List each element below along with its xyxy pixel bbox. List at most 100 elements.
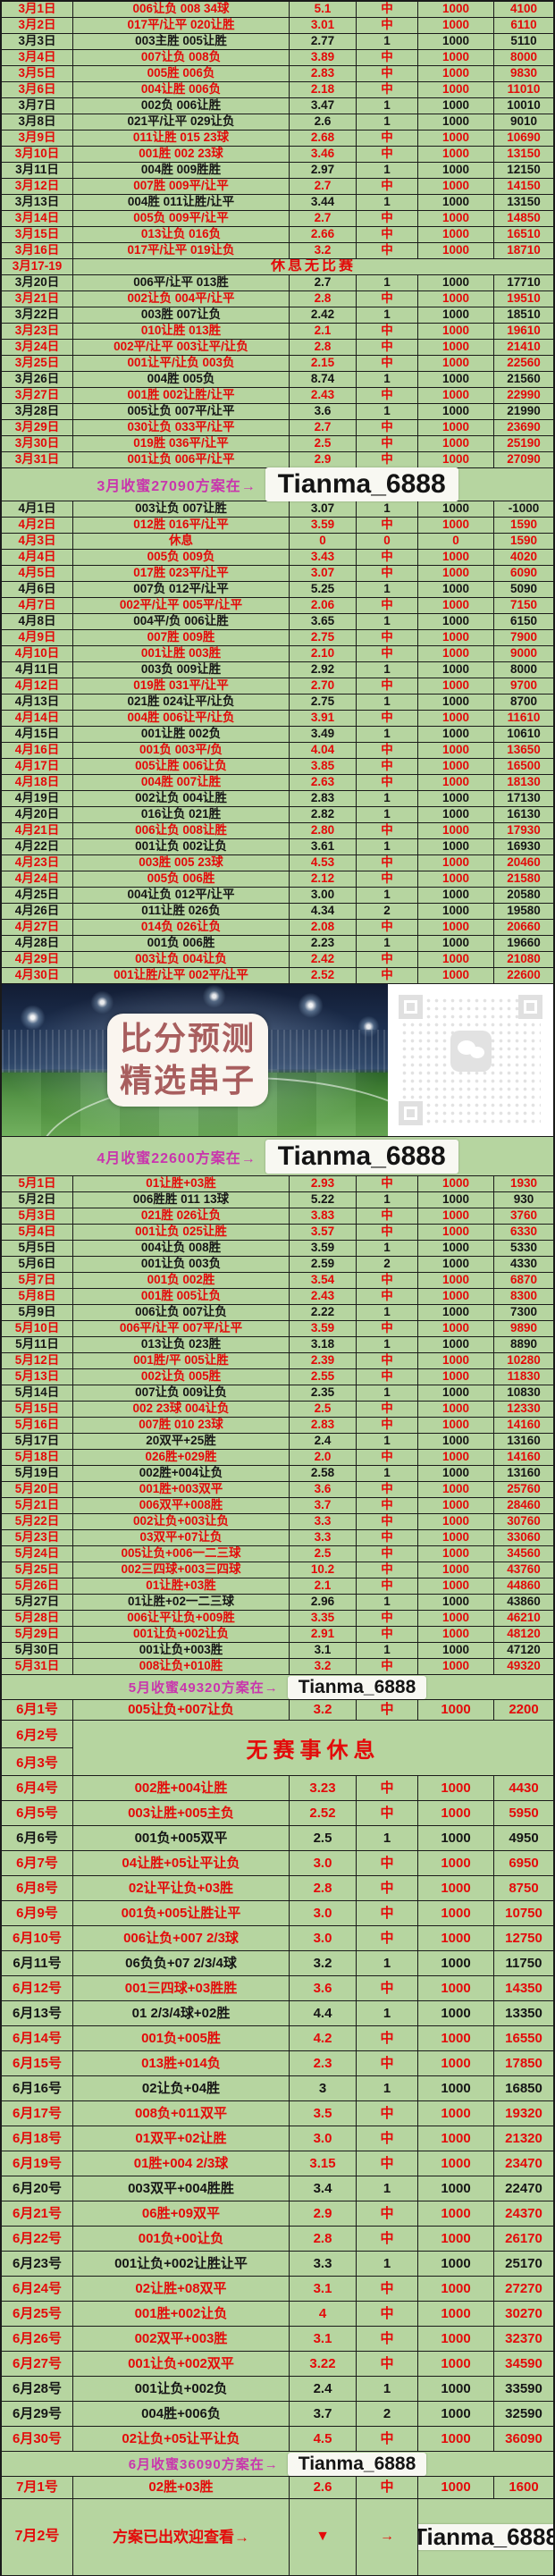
balance-cell: 3760 bbox=[509, 1208, 538, 1223]
stake-cell: 1000 bbox=[418, 98, 494, 114]
result-cell: 中 bbox=[357, 18, 418, 33]
table-row: 4月18日 004胜 007让胜 2.63 中 1000 18130 bbox=[2, 775, 553, 791]
balance-cell: 10750 bbox=[505, 1905, 542, 1921]
result-cell: 中 bbox=[357, 2277, 418, 2301]
plan-cell: 001胜/平 005让胜 bbox=[73, 1353, 290, 1368]
plan-cell: 006让负 008 34球 bbox=[73, 2, 290, 17]
balance-cell: 22990 bbox=[507, 388, 541, 402]
result-cell: 1 bbox=[357, 1595, 418, 1610]
table-row: 4月4日 005负 009负 3.43 中 1000 4020 bbox=[2, 550, 553, 566]
stake-cell: 1000 bbox=[418, 2051, 494, 2075]
odds-cell: 3.0 bbox=[290, 1901, 357, 1925]
stake-cell: 1000 bbox=[418, 82, 494, 97]
stake-cell: 1000 bbox=[418, 968, 494, 983]
result-cell: 中 bbox=[357, 1801, 418, 1825]
odds-cell: 3.2 bbox=[290, 1951, 357, 1975]
stadium-photo: 比分预测 精选串子 bbox=[2, 984, 388, 1136]
balance-cell: 8750 bbox=[509, 1880, 539, 1896]
result-cell: 中 bbox=[357, 1776, 418, 1800]
stake-cell: 1000 bbox=[418, 1801, 494, 1825]
plan-cell: 004胜+006负 bbox=[73, 2402, 290, 2426]
date-cell: 3月8日 bbox=[2, 114, 73, 130]
result-cell: 中 bbox=[357, 356, 418, 371]
balance-cell: 6330 bbox=[509, 1225, 538, 1239]
contact-badge: Tianma_6888 bbox=[418, 2523, 553, 2551]
odds-cell: 5.1 bbox=[290, 2, 357, 17]
odds-cell: 3.00 bbox=[290, 888, 357, 903]
date-cell: 4月25日 bbox=[2, 888, 73, 903]
result-cell: 1 bbox=[357, 727, 418, 742]
table-row: 3月27日 001胜 002让胜/让平 2.43 中 1000 22990 bbox=[2, 388, 553, 404]
stake-cell: 1000 bbox=[418, 2026, 494, 2050]
odds-cell: 3.54 bbox=[290, 1273, 357, 1288]
odds-cell: 4.04 bbox=[290, 743, 357, 758]
stake-cell: 1000 bbox=[418, 501, 494, 517]
balance-cell: 34560 bbox=[507, 1546, 541, 1561]
odds-cell: 2.92 bbox=[290, 662, 357, 678]
table-row: 4月7日 002平/让平 005平/让平 2.06 中 1000 7150 bbox=[2, 598, 553, 614]
odds-cell: 3.23 bbox=[290, 1776, 357, 1800]
result-cell: 中 bbox=[357, 920, 418, 935]
plan-cell: 007让负 009让负 bbox=[73, 1385, 290, 1401]
date-cell: 5月23日 bbox=[2, 1530, 73, 1545]
no-match-note: 无赛事休息 bbox=[246, 1738, 381, 1763]
balance-cell: 19320 bbox=[505, 2105, 542, 2121]
balance-cell: 17130 bbox=[507, 791, 541, 805]
result-cell: 中 bbox=[357, 243, 418, 258]
result-cell: 中 bbox=[357, 2201, 418, 2226]
plan-cell: 04让胜+05让平让负 bbox=[73, 1851, 290, 1875]
result-cell: 1 bbox=[357, 807, 418, 822]
balance-cell: 47120 bbox=[507, 1643, 541, 1657]
balance-cell: 30270 bbox=[505, 2305, 542, 2321]
result-cell: 1 bbox=[357, 2001, 418, 2025]
date-cell: 6月6号 bbox=[2, 1826, 73, 1850]
balance-cell: 8000 bbox=[509, 50, 538, 64]
date-cell: 4月22日 bbox=[2, 839, 73, 854]
odds-cell: 2.8 bbox=[290, 2227, 357, 2251]
date-cell: 3月17-19 bbox=[2, 259, 73, 274]
odds-cell: 3.7 bbox=[290, 2402, 357, 2426]
date-cell: 5月18日 bbox=[2, 1450, 73, 1465]
stake-cell: 1000 bbox=[418, 34, 494, 49]
odds-cell: 4 bbox=[290, 2302, 357, 2326]
stake-cell: 1000 bbox=[418, 1546, 494, 1562]
result-cell: 中 bbox=[357, 855, 418, 871]
balance-cell: 1930 bbox=[509, 1176, 538, 1191]
plan-cell: 003主胜 005让胜 bbox=[73, 34, 290, 49]
table-row: 4月28日 001负 006胜 2.23 1 1000 19660 bbox=[2, 936, 553, 952]
stake-cell: 1000 bbox=[418, 1514, 494, 1529]
result-cell: 1 bbox=[357, 1241, 418, 1256]
stake-cell: 1000 bbox=[418, 227, 494, 242]
stake-cell: 1000 bbox=[418, 1530, 494, 1545]
balance-cell: 13150 bbox=[507, 195, 541, 209]
balance-cell: 20660 bbox=[507, 920, 541, 934]
balance-cell: 8890 bbox=[509, 1337, 538, 1351]
plan-cell: 001负+005双平 bbox=[73, 1826, 290, 1850]
promo-text: 方案已出欢迎查看→ bbox=[73, 2499, 290, 2575]
date-cell: 6月21号 bbox=[2, 2201, 73, 2226]
table-row: 4月16日 001负 003平/负 4.04 中 1000 13650 bbox=[2, 743, 553, 759]
stake-cell: 1000 bbox=[418, 1192, 494, 1208]
date-cell: 6月23号 bbox=[2, 2252, 73, 2276]
odds-cell: 2.83 bbox=[290, 791, 357, 806]
result-cell: 1 bbox=[357, 1385, 418, 1401]
result-cell: 1 bbox=[357, 2176, 418, 2201]
table-row: 5月14日 007让负 009让负 2.35 1 1000 10830 bbox=[2, 1385, 553, 1402]
plan-cell: 001让负 002让负 bbox=[73, 839, 290, 854]
table-row: 3月9日 011让胜 015 23球 2.68 中 1000 10690 bbox=[2, 130, 553, 147]
plan-cell: 005让负+007让负 bbox=[73, 1700, 290, 1720]
result-cell: 中 bbox=[357, 2327, 418, 2351]
odds-cell: 2.5 bbox=[290, 1402, 357, 1417]
result-cell: 1 bbox=[357, 1434, 418, 1449]
table-row: 5月12日 001胜/平 005让胜 2.39 中 1000 10280 bbox=[2, 1353, 553, 1369]
result-cell: 中 bbox=[357, 823, 418, 838]
balance-cell: 11610 bbox=[507, 711, 541, 725]
balance-cell: 27090 bbox=[507, 452, 541, 467]
table-row: 5月13日 002让负 005胜 2.55 中 1000 11830 bbox=[2, 1369, 553, 1385]
plan-cell: 012胜 016平/让平 bbox=[73, 518, 290, 533]
odds-cell: 3.1 bbox=[290, 1643, 357, 1658]
date-cell: 6月12号 bbox=[2, 1976, 73, 2000]
date-cell: 3月20日 bbox=[2, 275, 73, 290]
result-cell: 中 bbox=[357, 1901, 418, 1925]
odds-cell: 2.91 bbox=[290, 1627, 357, 1642]
